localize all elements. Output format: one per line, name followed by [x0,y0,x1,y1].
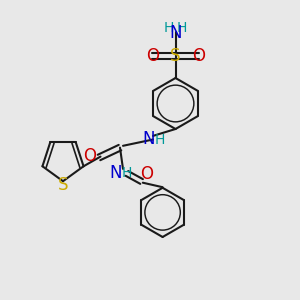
Text: S: S [170,46,181,64]
Text: H: H [122,167,132,180]
Text: O: O [192,46,205,64]
Text: N: N [169,24,182,42]
Text: N: N [142,130,155,148]
Text: H: H [164,21,174,35]
Text: S: S [58,176,68,194]
Text: H: H [177,21,187,35]
Text: O: O [83,147,96,165]
Text: O: O [140,165,153,183]
Text: O: O [146,46,159,64]
Text: H: H [155,133,165,146]
Text: N: N [110,164,122,182]
